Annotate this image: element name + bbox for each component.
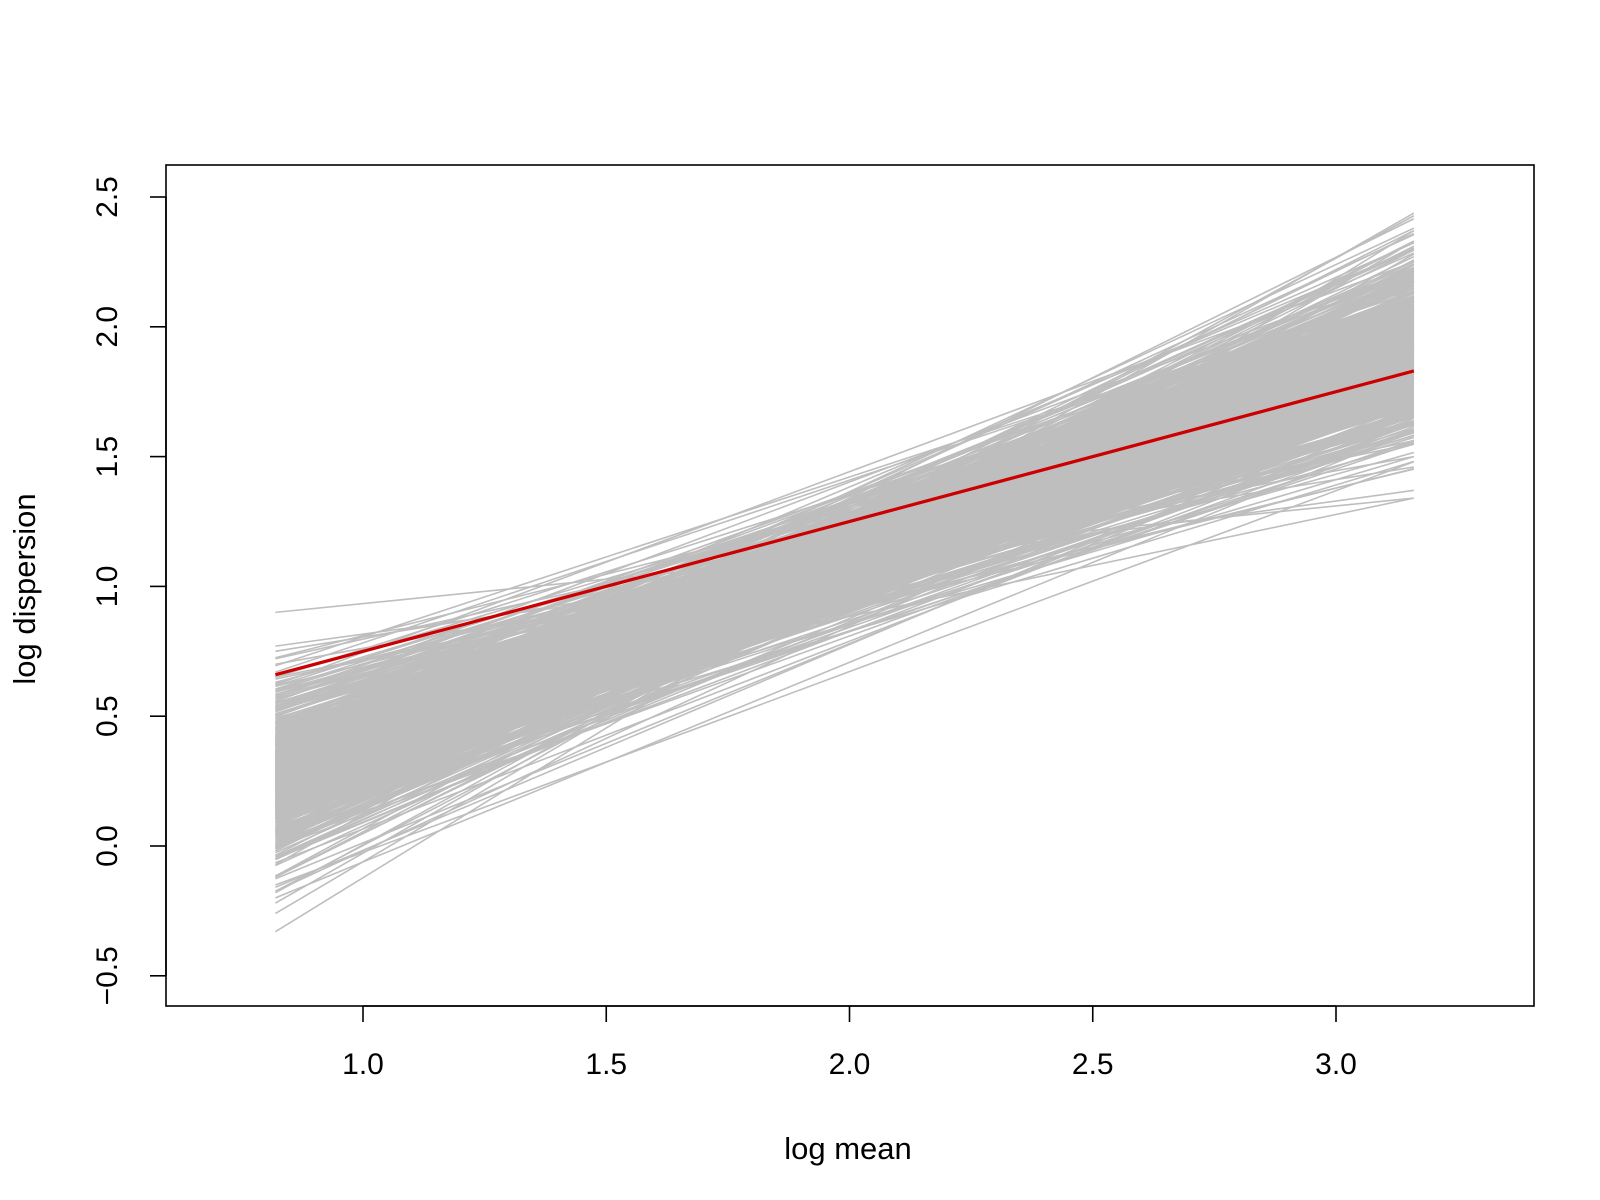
sample-line	[275, 403, 1415, 704]
plot-lines	[275, 212, 1415, 933]
sample-line	[275, 333, 1415, 740]
x-axis: 1.0 1.5 2.0 2.5 3.0	[342, 1005, 1357, 1081]
y-tick-label: 2.5	[91, 176, 124, 218]
x-tick-label: 2.5	[1072, 1048, 1114, 1081]
x-tick-label: 1.0	[342, 1048, 384, 1081]
sample-line	[275, 421, 1415, 800]
sample-line	[275, 431, 1415, 844]
sample-line	[275, 461, 1415, 886]
sample-line	[275, 352, 1415, 782]
sample-line	[275, 397, 1415, 815]
sample-line	[275, 432, 1415, 768]
y-tick-label: 1.0	[91, 566, 124, 608]
x-tick-label: 3.0	[1315, 1048, 1357, 1081]
sample-line	[275, 313, 1415, 839]
sample-line	[275, 300, 1415, 759]
x-axis-label: log mean	[784, 1131, 912, 1166]
sample-line	[275, 326, 1415, 821]
sample-line	[275, 248, 1415, 730]
sample-line	[275, 429, 1415, 899]
sample-line	[275, 364, 1415, 764]
y-axis: −0.5 0.0 0.5 1.0 1.5 2.0 2.5	[91, 176, 167, 1005]
sample-line	[275, 345, 1415, 838]
y-axis-label: log dispersion	[7, 493, 42, 684]
sample-line	[275, 230, 1415, 933]
fitted-line	[275, 369, 1415, 677]
sample-line	[275, 431, 1415, 786]
sample-line	[275, 390, 1415, 723]
sample-line	[275, 424, 1415, 692]
x-tick-label: 1.5	[585, 1048, 627, 1081]
y-tick-label: 1.5	[91, 436, 124, 478]
y-tick-label: 0.5	[91, 695, 124, 737]
sample-line	[275, 267, 1415, 729]
y-tick-label: −0.5	[91, 946, 124, 1005]
sample-line	[275, 240, 1415, 915]
sample-line	[275, 285, 1415, 752]
sample-line	[275, 261, 1415, 686]
sample-line	[275, 331, 1415, 768]
sample-line	[275, 339, 1415, 801]
sample-line	[275, 497, 1414, 614]
sample-line	[275, 287, 1415, 878]
sample-line	[275, 287, 1415, 702]
sample-line	[275, 364, 1415, 731]
y-tick-label: 2.0	[91, 306, 124, 348]
sample-line	[275, 414, 1415, 766]
sample-line	[275, 309, 1415, 783]
sample-line	[275, 300, 1415, 860]
x-tick-label: 2.0	[829, 1048, 871, 1081]
sample-line	[275, 403, 1415, 847]
sample-line	[275, 377, 1415, 743]
sample-line	[275, 301, 1415, 780]
sample-line	[275, 253, 1415, 904]
y-tick-label: 0.0	[91, 825, 124, 867]
sample-line	[275, 466, 1414, 653]
sample-line	[275, 274, 1415, 756]
